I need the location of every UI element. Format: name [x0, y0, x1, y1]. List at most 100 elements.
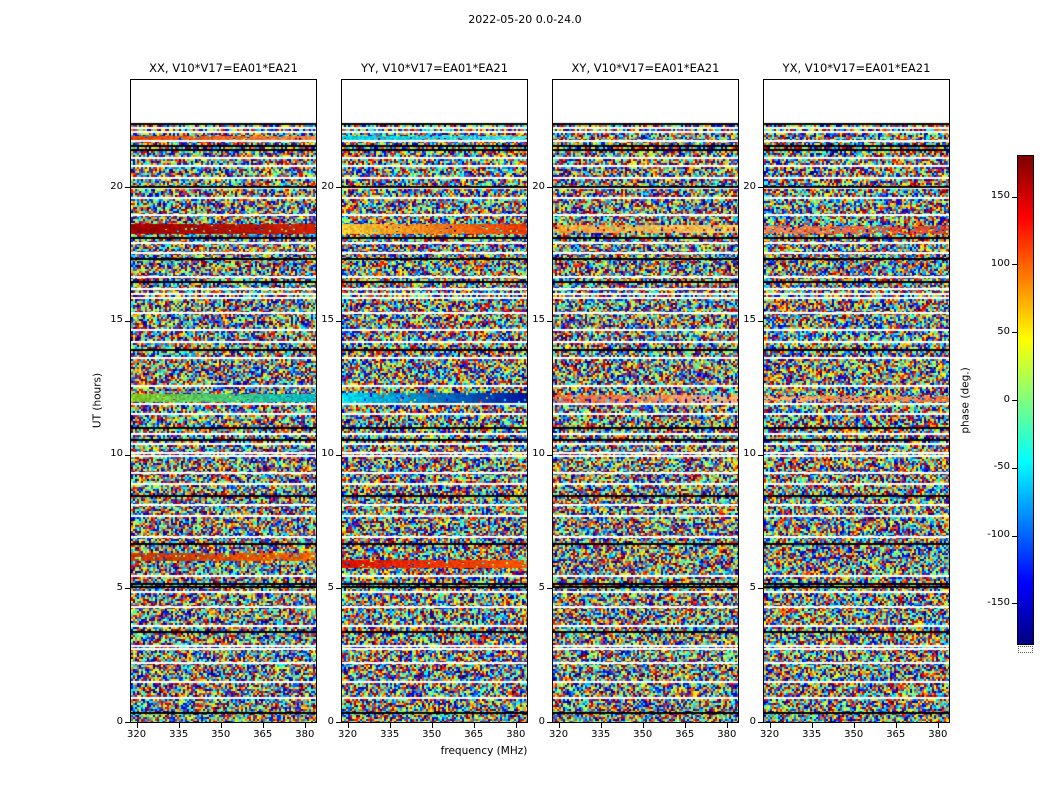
x-tick-label: 365 — [886, 729, 906, 740]
subplot-title: YX, V10*V17=EA01*EA21 — [782, 61, 931, 75]
x-tick-mark — [516, 723, 517, 728]
y-tick-label: 20 — [743, 180, 756, 192]
colorbar-tick-label: 50 — [997, 325, 1010, 337]
x-tick-label: 380 — [295, 729, 315, 740]
colorbar-tick-mark — [1012, 468, 1017, 469]
x-tick-label: 320 — [338, 729, 358, 740]
x-tick-mark — [474, 723, 475, 728]
colorbar-axis-label: phase (deg.) — [959, 367, 972, 434]
x-tick-label: 365 — [253, 729, 273, 740]
y-tick-mark — [336, 455, 341, 456]
x-tick-mark — [263, 723, 264, 728]
y-tick-mark — [547, 588, 552, 589]
y-tick-label: 5 — [327, 581, 334, 593]
colorbar-tick-label: 150 — [990, 190, 1010, 202]
figure-title: 2022-05-20 0.0-24.0 — [468, 13, 582, 26]
x-tick-label: 320 — [127, 729, 147, 740]
y-tick-label: 15 — [532, 314, 545, 326]
x-tick-mark — [348, 723, 349, 728]
y-tick-mark — [336, 588, 341, 589]
y-tick-mark — [758, 588, 763, 589]
x-tick-mark — [854, 723, 855, 728]
y-tick-mark — [547, 321, 552, 322]
colorbar-tick-mark — [1012, 536, 1017, 537]
x-tick-mark — [601, 723, 602, 728]
x-tick-label: 350 — [422, 729, 442, 740]
y-tick-label: 15 — [321, 314, 334, 326]
heatmap-YY — [342, 80, 527, 722]
colorbar-tick-label: -50 — [993, 461, 1010, 473]
heatmap-XX — [131, 80, 316, 722]
colorbar-tick-label: 0 — [1003, 393, 1010, 405]
x-tick-mark — [305, 723, 306, 728]
x-tick-mark — [559, 723, 560, 728]
x-tick-label: 350 — [844, 729, 864, 740]
x-tick-label: 335 — [169, 729, 189, 740]
colorbar-under-extension — [1018, 646, 1033, 653]
frequency-axis-label: frequency (MHz) — [440, 745, 528, 757]
x-tick-mark — [390, 723, 391, 728]
subplot-title: XX, V10*V17=EA01*EA21 — [149, 61, 298, 75]
x-tick-mark — [938, 723, 939, 728]
subplot-title: YY, V10*V17=EA01*EA21 — [360, 61, 509, 75]
y-tick-mark — [125, 722, 130, 723]
y-tick-label: 20 — [532, 180, 545, 192]
x-tick-mark — [812, 723, 813, 728]
x-tick-mark — [685, 723, 686, 728]
y-tick-label: 0 — [327, 715, 334, 727]
x-tick-label: 335 — [380, 729, 400, 740]
ut-hours-axis-label: UT (hours) — [91, 372, 104, 429]
x-tick-mark — [137, 723, 138, 728]
y-tick-label: 0 — [749, 715, 756, 727]
x-tick-label: 380 — [928, 729, 948, 740]
x-tick-label: 365 — [675, 729, 695, 740]
x-tick-label: 335 — [802, 729, 822, 740]
y-tick-mark — [336, 722, 341, 723]
colorbar-tick-mark — [1012, 400, 1017, 401]
colorbar-tick-mark — [1012, 264, 1017, 265]
heatmap-XY — [553, 80, 738, 722]
y-tick-mark — [125, 455, 130, 456]
y-tick-mark — [336, 187, 341, 188]
y-tick-mark — [758, 455, 763, 456]
y-tick-label: 20 — [110, 180, 123, 192]
colorbar-tick-label: -100 — [987, 529, 1010, 541]
x-tick-label: 335 — [591, 729, 611, 740]
heatmap-YX — [764, 80, 949, 722]
y-tick-label: 10 — [110, 448, 123, 459]
y-tick-label: 5 — [749, 581, 756, 593]
subplot-title: XY, V10*V17=EA01*EA21 — [571, 61, 720, 75]
y-tick-mark — [547, 455, 552, 456]
x-tick-label: 350 — [633, 729, 653, 740]
y-tick-label: 15 — [110, 314, 123, 326]
y-tick-label: 0 — [116, 715, 123, 727]
x-tick-mark — [643, 723, 644, 728]
y-tick-mark — [758, 187, 763, 188]
x-tick-mark — [221, 723, 222, 728]
y-tick-label: 15 — [743, 314, 756, 326]
x-tick-label: 380 — [506, 729, 526, 740]
y-tick-mark — [125, 321, 130, 322]
y-tick-mark — [547, 187, 552, 188]
y-tick-label: 10 — [743, 448, 756, 459]
x-tick-mark — [896, 723, 897, 728]
x-tick-label: 320 — [549, 729, 569, 740]
colorbar-tick-mark — [1012, 332, 1017, 333]
colorbar-canvas — [1018, 156, 1033, 644]
y-tick-label: 10 — [532, 448, 545, 459]
y-tick-label: 10 — [321, 448, 334, 459]
x-tick-mark — [727, 723, 728, 728]
x-tick-label: 320 — [760, 729, 780, 740]
y-tick-mark — [758, 321, 763, 322]
colorbar-tick-mark — [1012, 603, 1017, 604]
x-tick-mark — [179, 723, 180, 728]
x-tick-label: 365 — [464, 729, 484, 740]
x-tick-mark — [770, 723, 771, 728]
colorbar-tick-label: 100 — [990, 257, 1010, 269]
y-tick-mark — [758, 722, 763, 723]
x-tick-label: 350 — [211, 729, 231, 740]
colorbar-tick-label: -150 — [987, 596, 1010, 608]
x-tick-mark — [432, 723, 433, 728]
y-tick-label: 0 — [538, 715, 545, 727]
